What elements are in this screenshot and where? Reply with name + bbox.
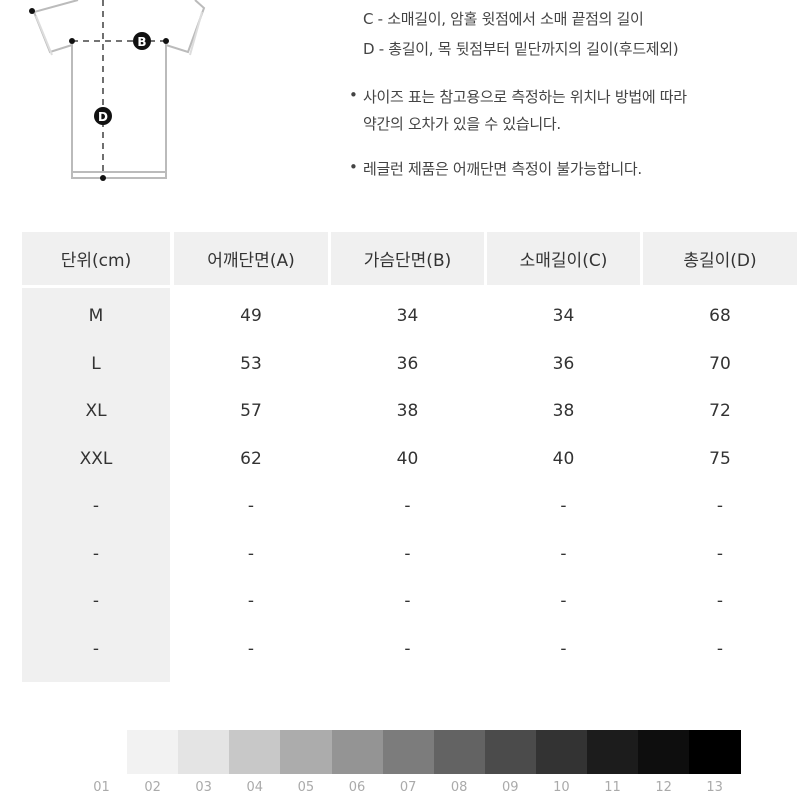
- table-cell: 70: [709, 353, 731, 374]
- table-cell: -: [560, 638, 567, 659]
- table-cell: 57: [240, 401, 262, 421]
- color-swatch: [433, 730, 486, 774]
- swatch-label: 12: [655, 780, 672, 795]
- table-header: 소매길이(C): [487, 232, 640, 285]
- note-disclaimer-2: 약간의 오차가 있을 수 있습니다.: [363, 115, 561, 133]
- color-swatch: [587, 730, 639, 774]
- table-cell: 40: [396, 448, 419, 469]
- table-cell: -: [716, 591, 724, 611]
- table-cell: -: [716, 638, 724, 659]
- color-swatch: [382, 730, 435, 774]
- swatch-label: 02: [144, 780, 161, 795]
- table-cell: 38: [552, 401, 575, 421]
- color-swatch: [484, 730, 537, 774]
- tshirt-diagram: B D: [29, 0, 206, 181]
- size-label: L: [91, 353, 101, 374]
- color-swatch: [535, 730, 588, 774]
- note-raglan: • 레글런 제품은 어깨단면 측정이 불가능합니다.: [349, 158, 642, 178]
- note-sleeve: C - 소매길이, 암홀 윗점에서 소매 끝점의 길이: [363, 10, 644, 28]
- table-cell: -: [404, 543, 411, 564]
- swatch-label: 06: [348, 780, 366, 795]
- size-label: -: [92, 591, 100, 611]
- svg-text:B: B: [137, 35, 146, 49]
- table-cell: -: [404, 591, 411, 611]
- table-header: 어깨단면(A): [174, 232, 328, 285]
- table-cell: -: [560, 591, 567, 611]
- swatch-label: 10: [553, 780, 570, 795]
- table-cell: 62: [240, 448, 262, 469]
- swatch-label: 13: [706, 780, 723, 795]
- table-cell: 36: [552, 353, 575, 374]
- table-cell: -: [560, 496, 567, 516]
- size-label: -: [92, 496, 100, 516]
- table-cell: 75: [709, 448, 731, 469]
- swatch-label: 03: [195, 780, 212, 795]
- table-cell: 36: [396, 353, 419, 374]
- color-swatch: [229, 730, 282, 774]
- table-cell: -: [247, 638, 255, 659]
- color-swatch: [331, 730, 384, 774]
- table-cell: 40: [552, 448, 575, 469]
- table-header: 단위(cm): [22, 232, 170, 285]
- swatch-label: 01: [93, 780, 110, 795]
- color-swatch: [638, 730, 691, 774]
- table-cell: 68: [709, 306, 731, 326]
- size-label: XXL: [79, 448, 113, 469]
- table-header: 총길이(D): [643, 232, 797, 285]
- table-cell: -: [247, 591, 255, 611]
- size-label: -: [92, 543, 100, 564]
- table-cell: -: [247, 496, 255, 516]
- table-header: 가슴단면(B): [331, 232, 484, 285]
- note-disclaimer: • 사이즈 표는 참고용으로 측정하는 위치나 방법에 따라: [349, 86, 687, 106]
- swatch-label: 05: [297, 780, 315, 795]
- color-swatch: [178, 730, 231, 774]
- table-cell: 34: [396, 306, 419, 326]
- size-label: M: [88, 306, 104, 326]
- color-swatch: [689, 730, 742, 774]
- svg-text:D: D: [98, 110, 108, 124]
- table-cell: -: [560, 543, 567, 564]
- table-cell: -: [716, 543, 724, 564]
- color-swatch: [280, 730, 333, 774]
- table-cell: 53: [240, 353, 262, 374]
- color-swatch: [127, 730, 180, 774]
- swatch-label: 08: [450, 780, 468, 795]
- swatch-label: 07: [399, 780, 417, 795]
- table-cell: 34: [552, 306, 575, 326]
- table-cell: -: [247, 543, 255, 564]
- table-cell: -: [716, 496, 724, 516]
- marker-b-icon: B: [133, 32, 151, 50]
- size-column-bg: [22, 288, 170, 682]
- marker-d-icon: D: [94, 107, 112, 125]
- table-cell: 49: [240, 306, 262, 326]
- table-cell: -: [404, 496, 411, 516]
- swatch-label: 09: [502, 780, 519, 795]
- size-label: -: [92, 638, 100, 659]
- swatch-label: 11: [604, 780, 621, 795]
- size-label: XL: [85, 401, 107, 421]
- note-length: D - 총길이, 목 뒷점부터 밑단까지의 길이(후드제외): [363, 40, 679, 58]
- swatch-label: 04: [246, 780, 264, 795]
- color-swatch: [76, 730, 128, 774]
- table-cell: 72: [709, 401, 731, 421]
- table-cell: 38: [396, 401, 419, 421]
- table-cell: -: [404, 638, 411, 659]
